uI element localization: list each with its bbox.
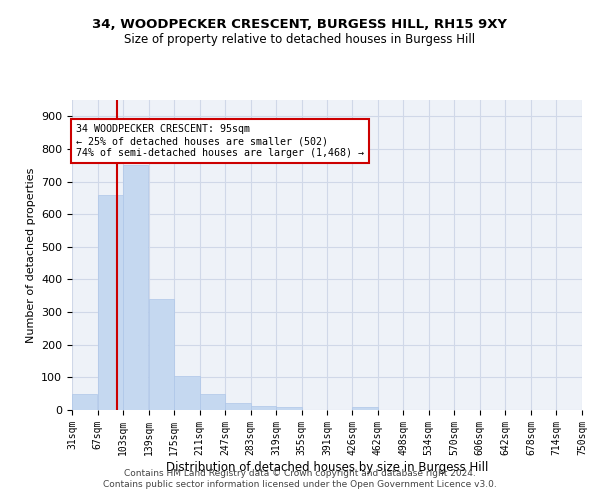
Bar xyxy=(251,406,276,410)
Text: 34, WOODPECKER CRESCENT, BURGESS HILL, RH15 9XY: 34, WOODPECKER CRESCENT, BURGESS HILL, R… xyxy=(92,18,508,30)
Y-axis label: Number of detached properties: Number of detached properties xyxy=(26,168,35,342)
Bar xyxy=(352,408,377,410)
Text: Contains HM Land Registry data © Crown copyright and database right 2024.: Contains HM Land Registry data © Crown c… xyxy=(124,468,476,477)
Bar xyxy=(200,394,225,410)
Bar xyxy=(98,194,123,410)
X-axis label: Distribution of detached houses by size in Burgess Hill: Distribution of detached houses by size … xyxy=(166,460,488,473)
Bar xyxy=(72,394,97,410)
Text: 34 WOODPECKER CRESCENT: 95sqm
← 25% of detached houses are smaller (502)
74% of : 34 WOODPECKER CRESCENT: 95sqm ← 25% of d… xyxy=(76,124,364,158)
Bar xyxy=(277,406,302,410)
Text: Contains public sector information licensed under the Open Government Licence v3: Contains public sector information licen… xyxy=(103,480,497,489)
Bar xyxy=(149,299,174,410)
Text: Size of property relative to detached houses in Burgess Hill: Size of property relative to detached ho… xyxy=(124,32,476,46)
Bar xyxy=(175,376,199,410)
Bar xyxy=(226,403,251,410)
Bar xyxy=(123,166,148,410)
